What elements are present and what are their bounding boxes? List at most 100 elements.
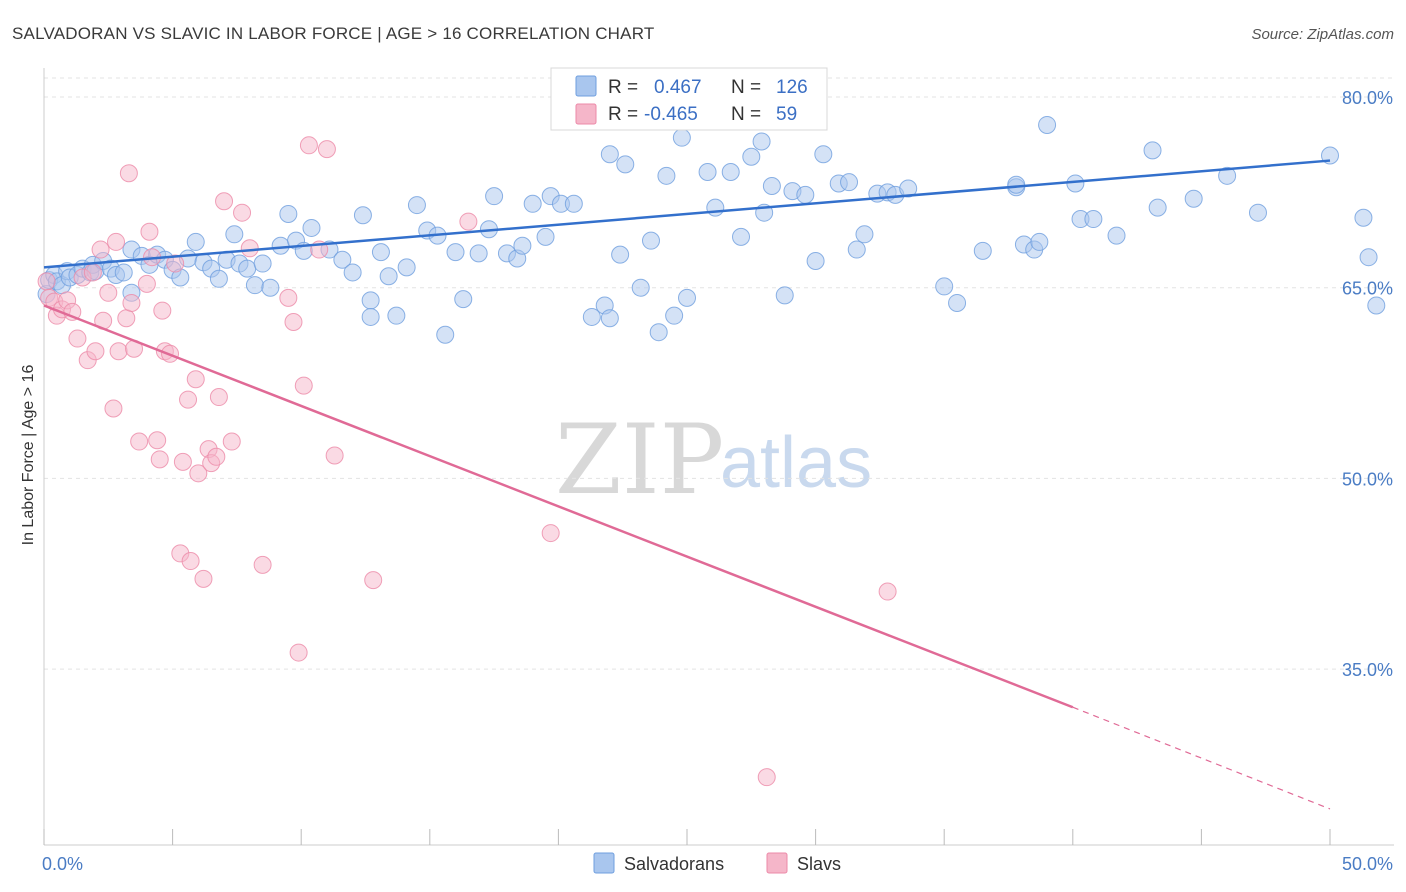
salvadoran-point [353,206,372,225]
salvadoran-point [446,243,465,262]
salvadoran-point [665,306,684,325]
legend-n-value-1: 126 [776,77,808,98]
salvadoran-point [948,293,967,312]
y-tick-label: 50.0% [1342,469,1393,489]
slav-point [209,388,228,407]
source-label: Source: ZipAtlas.com [1251,26,1394,43]
slav-point [166,254,185,273]
slav-point [279,288,298,307]
salvadoran-point [600,309,619,328]
salvadoran-point [523,194,542,213]
y-axis-label: In Labor Force | Age > 16 [20,365,37,546]
salvadoran-point [343,263,362,282]
watermark: ZIP atlas [555,404,872,516]
slav-point [215,192,234,211]
legend-r-label-2: R = [608,104,638,125]
chart-title: SALVADORAN VS SLAVIC IN LABOR FORCE | AG… [12,24,654,43]
salvadoran-point [672,128,691,147]
salvadoran-point [706,198,725,217]
salvadoran-point [1107,226,1126,245]
legend-n-label-1: N = [731,77,761,98]
salvadoran-point [513,236,532,255]
legend-r-value-1: 0.467 [654,77,702,98]
legend-r-value-2: -0.465 [644,104,698,125]
slav-point [119,164,138,183]
salvadoran-point [775,286,794,305]
salvadoran-point [899,179,918,198]
salvadoran-point [1084,210,1103,229]
slav-point [109,342,128,361]
salvadoran-point [1148,198,1167,217]
gridlines [44,77,1394,670]
salvadoran-point [564,194,583,213]
slav-point [294,376,313,395]
slav-point [757,768,776,787]
bottom-legend-swatch-slavs [766,852,788,874]
salvadoran-point [1354,208,1373,227]
bottom-legend-label-salvadorans: Salvadorans [624,854,724,874]
salvadoran-point [752,132,771,151]
salvadoran-point [742,147,761,166]
salvadoran-point [611,245,630,264]
slav-point [207,447,226,466]
y-tick-label: 35.0% [1342,660,1393,680]
salvadoran-point [1007,175,1026,194]
salvadoran-point [600,145,619,164]
salvadoran-point [616,155,635,174]
salvadoran-point [806,252,825,271]
y-tick-label: 65.0% [1342,279,1393,299]
slav-point [137,274,156,293]
salvadoran-point [379,267,398,286]
slav-point [364,571,383,590]
slav-point [37,272,56,291]
salvadoran-point [302,218,321,237]
slav-point [117,309,136,328]
slav-point [173,452,192,471]
slav-point [189,464,208,483]
slav-point [83,263,102,282]
slav-point [186,370,205,389]
salvadoran-point [678,288,696,307]
salvadoran-point [454,290,473,309]
salvadoran-point [1030,232,1049,251]
salvadoran-point [641,231,660,250]
slav-point [104,399,123,418]
x-tick-label: 50.0% [1342,854,1393,874]
slav-point [289,643,308,662]
legend-n-value-2: 59 [776,104,797,125]
salvadoran-point [1248,203,1267,222]
salvadoran-point [1143,141,1162,160]
salvadorans-points [37,115,1386,344]
legend-swatch-slavs [575,103,597,125]
salvadoran-point [114,263,133,282]
slav-point [233,203,252,222]
slav-point [91,240,110,259]
salvadoran-point [279,204,298,223]
series-legend: Salvadorans Slavs [593,852,841,874]
slav-point [122,293,141,312]
legend-swatch-salvadorans [575,75,597,97]
slav-point [99,283,118,302]
watermark-atlas: atlas [720,423,872,503]
slav-point [299,136,318,155]
slav-point [150,450,169,469]
x-tick-label: 0.0% [42,854,83,874]
slav-point [181,552,200,571]
salvadoran-point [698,163,717,182]
salvadoran-point [387,306,406,325]
slav-point [148,431,167,450]
salvadoran-point [271,236,290,255]
slavs-trend-extension [1072,706,1331,810]
slav-point [541,524,560,543]
salvadoran-point [261,278,280,297]
salvadoran-point [436,325,455,344]
slav-point [68,329,87,348]
correlation-legend: R = 0.467 N = 126 R = -0.465 N = 59 [550,67,828,131]
legend-box [550,67,828,131]
salvadoran-point [469,244,488,263]
slavs-trend-line [43,304,1074,709]
slav-point [130,432,149,451]
axes [43,68,1394,846]
salvadoran-point [225,225,244,244]
